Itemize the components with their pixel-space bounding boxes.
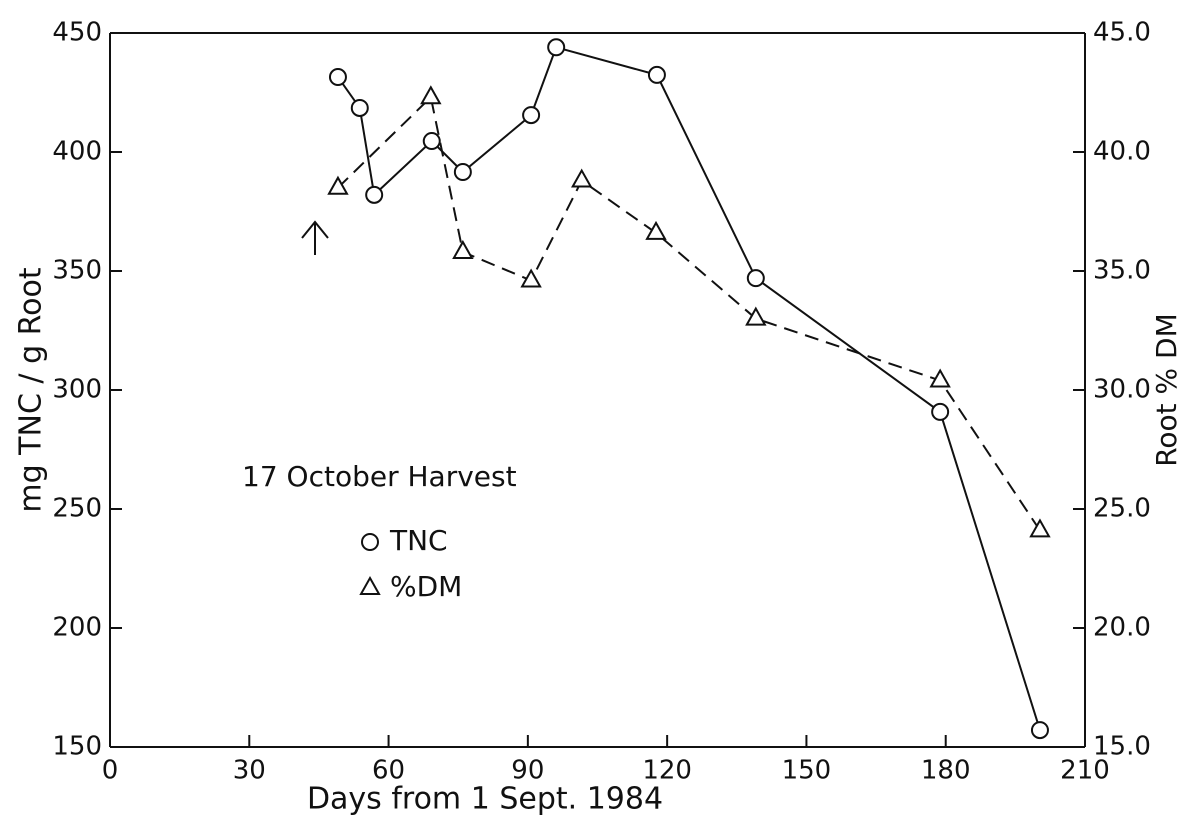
- arrow: [301, 220, 329, 255]
- y2-axis-label: Root % DM: [1150, 313, 1183, 467]
- y-tick-label: 150: [52, 732, 102, 762]
- point: [931, 402, 950, 421]
- annotation: 17 October Harvest: [242, 460, 517, 493]
- point: [520, 268, 542, 288]
- point: [929, 368, 951, 388]
- y-tick-label: 300: [52, 375, 102, 405]
- y2-tick-label: 25.0: [1093, 494, 1151, 524]
- y-tick-label: 250: [52, 494, 102, 524]
- point: [1029, 518, 1051, 538]
- y2-tick-label: 45.0: [1093, 18, 1151, 48]
- y-tick-label: 200: [52, 613, 102, 643]
- y-tick-label: 400: [52, 137, 102, 167]
- x-tick-label: 30: [233, 756, 266, 786]
- x-tick-label: 180: [921, 756, 971, 786]
- y2-tick-label: 30.0: [1093, 375, 1151, 405]
- point: [328, 68, 347, 87]
- point: [452, 239, 474, 259]
- x-tick-label: 90: [511, 756, 544, 786]
- point: [422, 132, 441, 151]
- x-tick-label: 210: [1060, 756, 1110, 786]
- point: [350, 98, 369, 117]
- y2-tick-label: 15.0: [1093, 732, 1151, 762]
- x-tick-label: 120: [642, 756, 692, 786]
- point: [1030, 721, 1049, 740]
- point: [522, 106, 541, 125]
- point: [547, 38, 566, 57]
- y-tick-label: 450: [52, 18, 102, 48]
- legend-marker: [359, 575, 381, 595]
- point: [745, 306, 767, 326]
- point: [645, 220, 667, 240]
- legend-label: %DM: [390, 570, 462, 603]
- y-axis-label: mg TNC / g Root: [14, 267, 49, 512]
- point: [453, 162, 472, 181]
- legend-label: TNC: [389, 524, 448, 557]
- series-line: [337, 46, 1041, 731]
- point: [327, 175, 349, 195]
- x-axis-label: Days from 1 Sept. 1984: [307, 782, 663, 817]
- point: [647, 65, 666, 84]
- point: [420, 85, 442, 105]
- point: [746, 269, 765, 288]
- point: [365, 185, 384, 204]
- x-tick-label: 60: [372, 756, 405, 786]
- legend-marker: [361, 533, 379, 551]
- x-tick-label: 150: [782, 756, 832, 786]
- y2-tick-label: 40.0: [1093, 137, 1151, 167]
- x-tick-label: 0: [102, 756, 119, 786]
- y2-tick-label: 20.0: [1093, 613, 1151, 643]
- y-tick-label: 350: [52, 256, 102, 286]
- point: [571, 168, 593, 188]
- y2-tick-label: 35.0: [1093, 256, 1151, 286]
